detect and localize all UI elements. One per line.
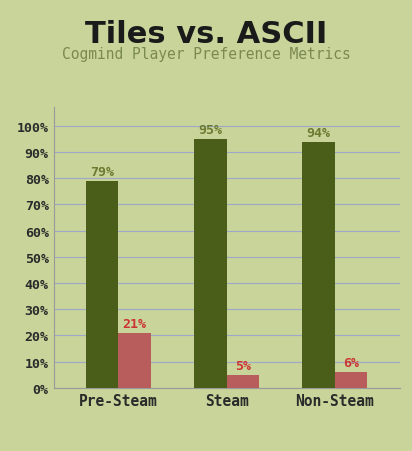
Text: 94%: 94% (307, 127, 330, 140)
Text: 6%: 6% (343, 357, 359, 369)
Text: 79%: 79% (90, 166, 114, 179)
Text: 95%: 95% (198, 124, 222, 137)
Bar (335, 372, 367, 388)
Text: Tiles vs. ASCII: Tiles vs. ASCII (85, 20, 327, 49)
Bar (119, 333, 151, 388)
Text: 5%: 5% (235, 359, 251, 372)
Bar (302, 142, 335, 388)
Bar (194, 140, 227, 388)
Bar (227, 375, 259, 388)
Text: Cogmind Player Preference Metrics: Cogmind Player Preference Metrics (62, 47, 350, 62)
Bar (86, 181, 119, 388)
Legend: Tiles, ASCII: Tiles, ASCII (137, 446, 316, 451)
Text: 21%: 21% (123, 318, 147, 331)
